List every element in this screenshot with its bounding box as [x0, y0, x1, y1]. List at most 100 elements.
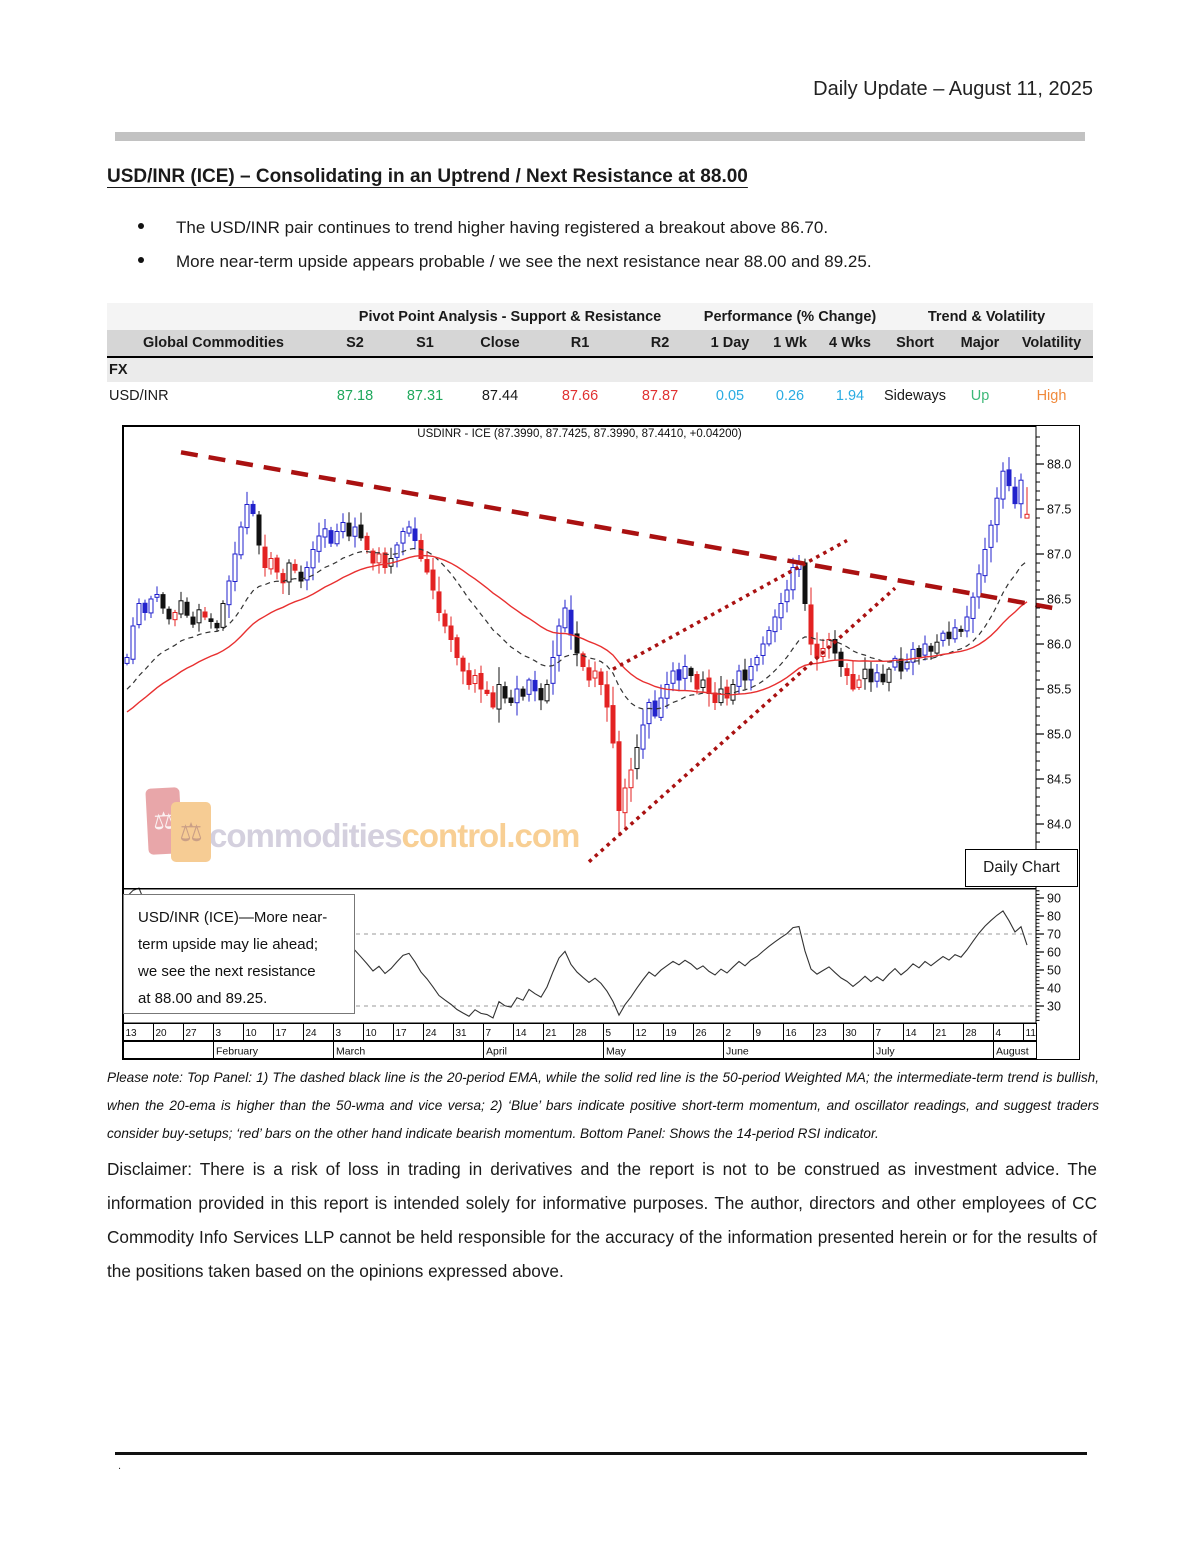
col-4wks: 4 Wks [829, 335, 871, 351]
bullet-icon [138, 257, 144, 263]
value-r1: 87.66 [561, 388, 599, 404]
price-chart: 88.0 87.5 87.0 86.5 86.0 85.5 85.0 84.5 84.0 90 80… [122, 425, 1080, 1060]
group-header-trend: Trend & Volatility [927, 308, 1046, 325]
value-major-trend: Up [970, 388, 990, 404]
footer-divider [115, 1452, 1087, 1455]
group-header-pivot: Pivot Point Analysis - Support & Resista… [358, 308, 662, 325]
col-1day: 1 Day [710, 335, 750, 351]
svg-text:27: 27 [186, 1028, 198, 1039]
col-r2: R2 [650, 335, 670, 351]
svg-text:10: 10 [366, 1028, 378, 1039]
table-row: USD/INR 87.18 87.31 87.44 87.66 87.87 0.… [107, 382, 1093, 410]
col-s1: S1 [416, 335, 434, 351]
group-header-performance: Performance (% Change) [703, 308, 877, 325]
svg-text:80: 80 [1047, 910, 1061, 924]
footer-mark: . [118, 1460, 122, 1472]
bullet-text: The USD/INR pair continues to trend high… [176, 218, 829, 237]
svg-text:19: 19 [666, 1028, 678, 1039]
svg-text:11: 11 [1026, 1028, 1037, 1039]
svg-text:28: 28 [576, 1028, 588, 1039]
chart-footnote: Please note: Top Panel: 1) The dashed bl… [107, 1070, 1099, 1141]
pivot-table: Pivot Point Analysis - Support & Resista… [107, 303, 1093, 410]
chart-annotation: USD/INR (ICE)—More near-term upside may … [123, 894, 355, 1014]
svg-text:87.5: 87.5 [1047, 503, 1071, 517]
svg-text:7: 7 [486, 1028, 492, 1039]
svg-text:July: July [876, 1046, 895, 1058]
svg-text:84.0: 84.0 [1047, 818, 1071, 832]
svg-text:31: 31 [456, 1028, 468, 1039]
svg-text:May: May [606, 1046, 627, 1058]
svg-text:9: 9 [756, 1028, 762, 1039]
svg-text:14: 14 [516, 1028, 528, 1039]
svg-text:85.0: 85.0 [1047, 728, 1071, 742]
svg-text:84.5: 84.5 [1047, 773, 1071, 787]
col-r1: R1 [570, 335, 590, 351]
table-section-row: FX [107, 358, 1093, 382]
value-volatility: High [1036, 388, 1067, 404]
svg-text:86.5: 86.5 [1047, 593, 1071, 607]
svg-text:June: June [726, 1046, 749, 1058]
section-label: FX [109, 362, 128, 378]
svg-text:70: 70 [1047, 928, 1061, 942]
svg-text:17: 17 [276, 1028, 288, 1039]
svg-text:50: 50 [1047, 964, 1061, 978]
annotation-line: USD/INR (ICE)—More near- [138, 909, 328, 926]
annotation-line: at 88.00 and 89.25. [138, 990, 268, 1007]
col-volatility: Volatility [1021, 335, 1082, 351]
svg-text:13: 13 [126, 1028, 138, 1039]
svg-text:88.0: 88.0 [1047, 458, 1071, 472]
value-r2: 87.87 [641, 388, 679, 404]
svg-text:26: 26 [696, 1028, 708, 1039]
svg-text:April: April [486, 1046, 507, 1058]
svg-text:10: 10 [246, 1028, 258, 1039]
svg-text:30: 30 [846, 1028, 858, 1039]
disclaimer: Disclaimer: There is a risk of loss in t… [107, 1159, 1097, 1281]
bullet-text: More near-term upside appears probable /… [176, 252, 872, 271]
svg-text:August: August [996, 1046, 1029, 1058]
svg-text:16: 16 [786, 1028, 798, 1039]
svg-text:4: 4 [996, 1028, 1002, 1039]
svg-text:3: 3 [336, 1028, 342, 1039]
value-s1: 87.31 [406, 388, 444, 404]
svg-text:21: 21 [546, 1028, 558, 1039]
svg-text:60: 60 [1047, 946, 1061, 960]
article-title: USD/INR (ICE) – Consolidating in an Uptr… [107, 166, 748, 187]
table-column-header-row: Global Commodities S2 S1 Close R1 R2 1 D… [107, 330, 1093, 358]
value-close: 87.44 [481, 388, 519, 404]
value-4wks: 1.94 [835, 388, 865, 404]
value-1wk: 0.26 [775, 388, 805, 404]
svg-text:February: February [216, 1046, 259, 1058]
panel-label: Daily Chart [965, 849, 1078, 887]
value-1day: 0.05 [715, 388, 745, 404]
svg-text:7: 7 [876, 1028, 882, 1039]
svg-text:86.0: 86.0 [1047, 638, 1071, 652]
svg-text:85.5: 85.5 [1047, 683, 1071, 697]
svg-text:40: 40 [1047, 982, 1061, 996]
svg-text:March: March [336, 1046, 365, 1058]
svg-text:20: 20 [156, 1028, 168, 1039]
value-s2: 87.18 [336, 388, 374, 404]
svg-text:12: 12 [636, 1028, 648, 1039]
table-group-header-row: Pivot Point Analysis - Support & Resista… [107, 303, 1093, 330]
col-1wk: 1 Wk [773, 335, 807, 351]
col-short: Short [896, 335, 934, 351]
chart-title: USDINR - ICE (87.3990, 87.7425, 87.3990,… [417, 428, 742, 440]
col-major: Major [960, 335, 1000, 351]
svg-text:2: 2 [726, 1028, 732, 1039]
bullet-icon [138, 223, 144, 229]
annotation-line: we see the next resistance [138, 963, 316, 980]
svg-text:3: 3 [216, 1028, 222, 1039]
svg-text:28: 28 [966, 1028, 978, 1039]
annotation-line: term upside may lie ahead; [138, 936, 319, 953]
list-item: The USD/INR pair continues to trend high… [138, 218, 1078, 238]
summary-bullets: The USD/INR pair continues to trend high… [138, 218, 1078, 286]
svg-text:23: 23 [816, 1028, 828, 1039]
svg-text:17: 17 [396, 1028, 408, 1039]
svg-text:24: 24 [306, 1028, 318, 1039]
svg-text:90: 90 [1047, 892, 1061, 906]
svg-text:87.0: 87.0 [1047, 548, 1071, 562]
svg-text:5: 5 [606, 1028, 612, 1039]
value-short-trend: Sideways [883, 388, 947, 404]
col-s2: S2 [346, 335, 364, 351]
